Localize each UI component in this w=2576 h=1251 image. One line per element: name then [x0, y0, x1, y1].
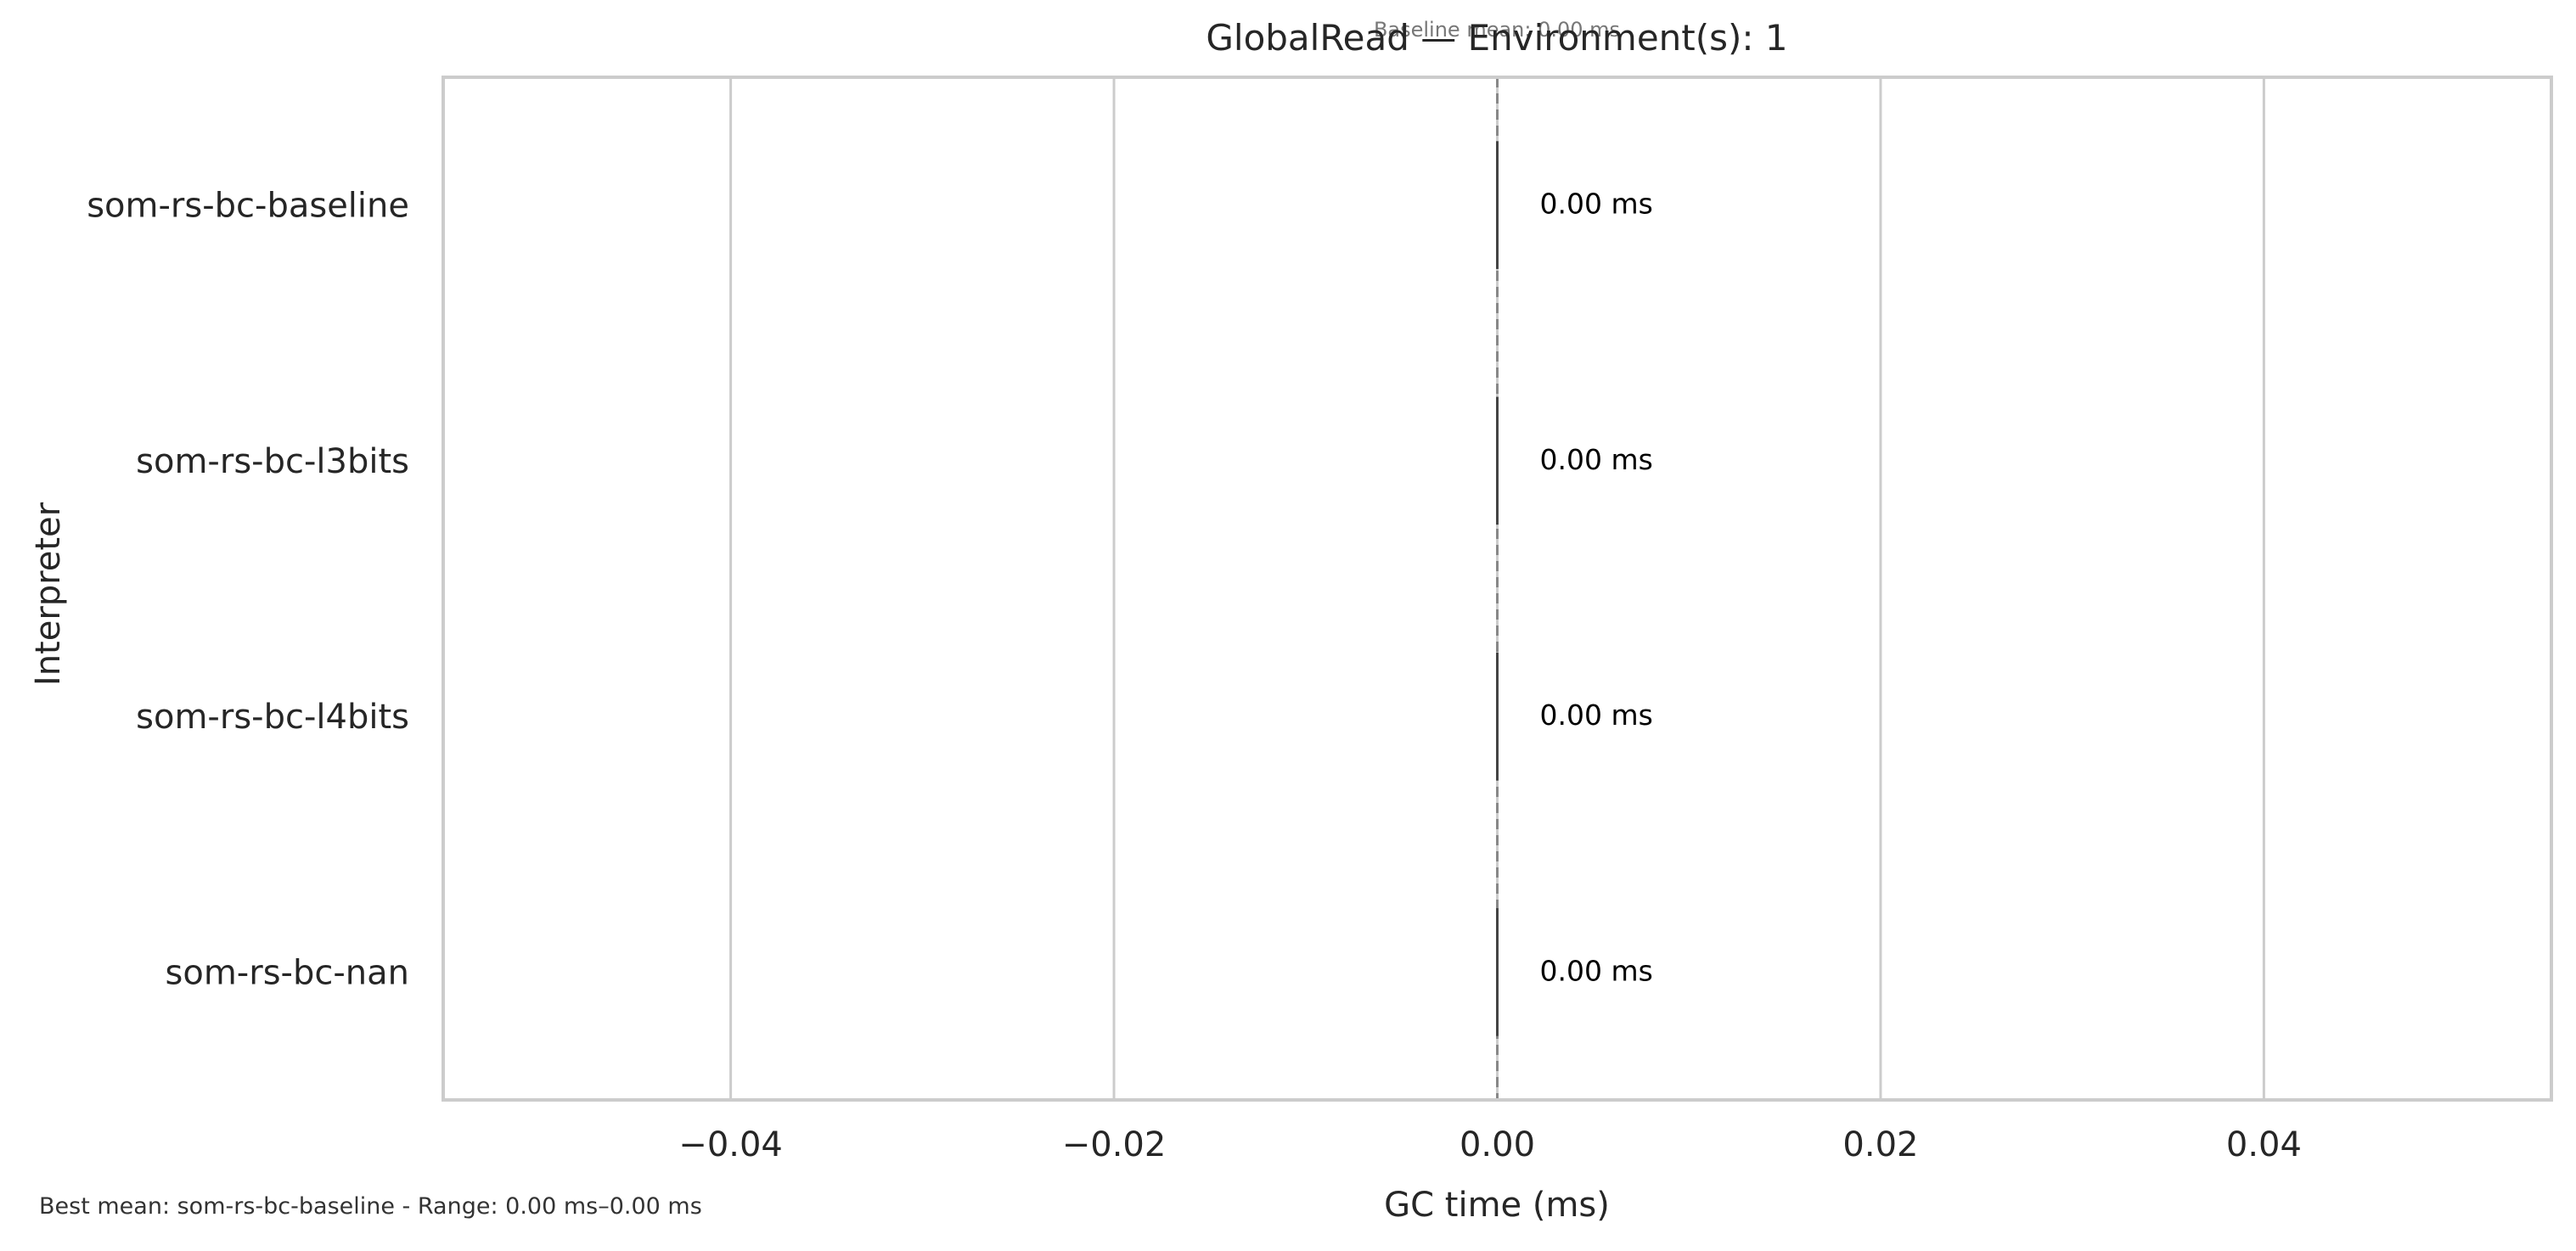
chart-title: GlobalRead — Environment(s): 1 — [1206, 17, 1787, 59]
footer-note: Best mean: som-rs-bc-baseline - Range: 0… — [39, 1193, 702, 1220]
x-axis-label: GC time (ms) — [1384, 1186, 1610, 1225]
plot-frame — [442, 76, 2553, 1102]
y-tick-label: som-rs-bc-baseline — [87, 187, 409, 226]
y-axis-label: Interpreter — [29, 502, 68, 686]
bar — [1496, 908, 1499, 1036]
y-tick-label: som-rs-bc-nan — [166, 953, 409, 992]
x-tick-label: 0.00 — [1460, 1125, 1535, 1164]
baseline-annotation: Baseline mean: 0.00 ms — [1374, 18, 1620, 42]
bar-value-label: 0.00 ms — [1540, 698, 1653, 732]
bars-layer — [1496, 141, 1499, 1036]
bar-value-label: 0.00 ms — [1540, 954, 1653, 987]
x-tick-label: −0.02 — [1062, 1125, 1167, 1164]
bar — [1496, 396, 1499, 525]
y-tick-label: som-rs-bc-l3bits — [136, 442, 409, 481]
y-tick-label: som-rs-bc-l4bits — [136, 698, 409, 737]
ticks-layer: −0.04 −0.02 0.00 0.02 0.04 — [678, 1125, 2302, 1164]
x-tick-label: 0.02 — [1842, 1125, 1918, 1164]
value-labels: 0.00 ms 0.00 ms 0.00 ms 0.00 ms — [1540, 188, 1653, 988]
frame-layer — [442, 76, 2553, 1102]
bar-value-label: 0.00 ms — [1540, 188, 1653, 221]
x-tick-label: 0.04 — [2226, 1125, 2302, 1164]
x-tick-label: −0.04 — [678, 1125, 783, 1164]
category-labels: som-rs-bc-baseline som-rs-bc-l3bits som-rs… — [87, 187, 409, 993]
bar-value-label: 0.00 ms — [1540, 443, 1653, 476]
bar — [1496, 141, 1499, 269]
bar — [1496, 652, 1499, 781]
